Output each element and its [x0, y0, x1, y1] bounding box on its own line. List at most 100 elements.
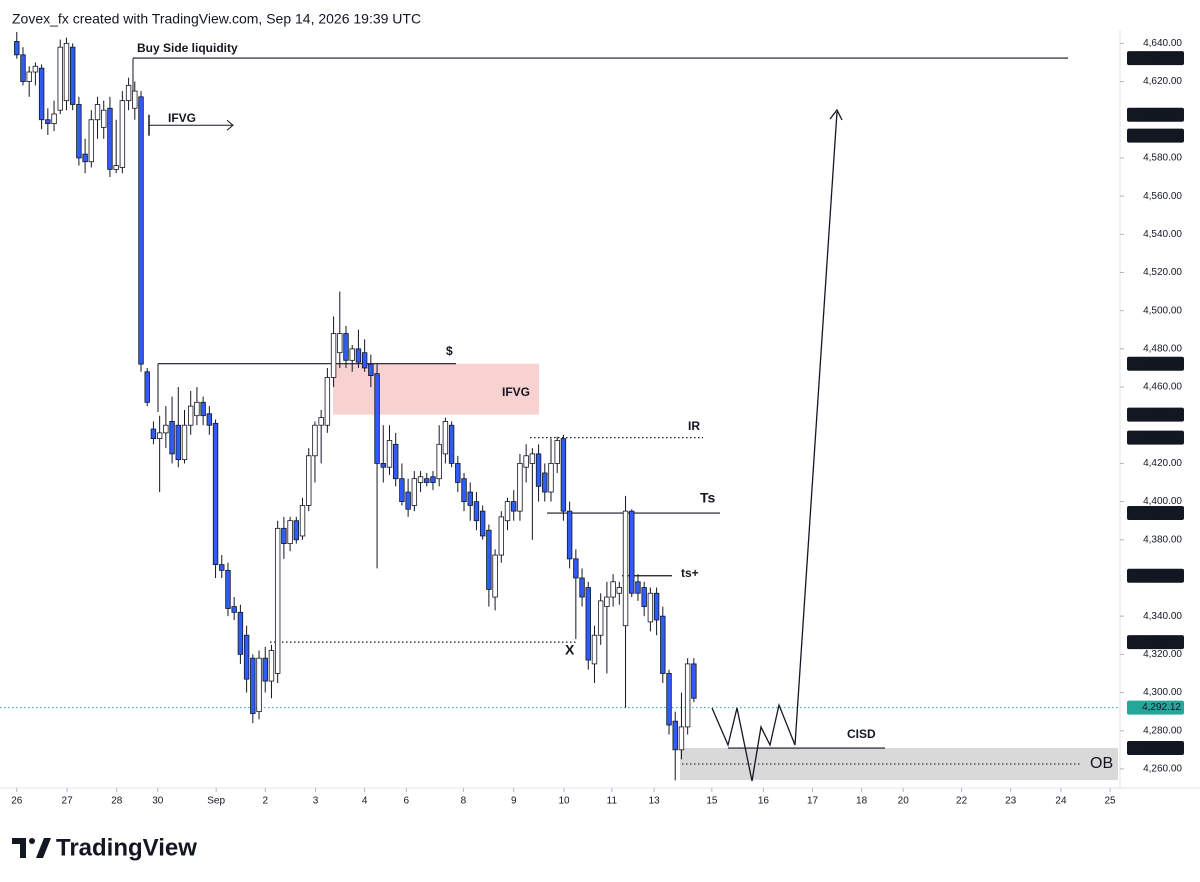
plot-area: [0, 30, 1120, 788]
candle-body: [374, 373, 380, 464]
candle-body: [94, 104, 101, 121]
candle-body: [45, 119, 51, 124]
candle-body: [430, 476, 436, 483]
y-tick-label: 4,500.00: [1143, 305, 1182, 316]
y-tick-label: 4,340.00: [1143, 611, 1182, 622]
candle-body: [597, 600, 604, 636]
candle-body: [486, 529, 492, 590]
annotation: Ts: [700, 490, 716, 506]
candle-body: [113, 165, 119, 170]
price-badge: [1127, 568, 1184, 583]
candle-body: [231, 606, 237, 613]
candle-body: [26, 71, 32, 82]
candle-body: [38, 67, 45, 121]
candle-body: [51, 113, 57, 124]
price-badge-label: 4,326.41: [1142, 637, 1181, 648]
candle-body: [262, 657, 268, 682]
candle-body: [467, 491, 473, 506]
candle-body: [355, 348, 362, 363]
price-badge: [1127, 506, 1184, 521]
candle-body: [69, 46, 76, 105]
price-badge: [1127, 356, 1184, 371]
candle-body: [299, 505, 306, 537]
candle-body: [641, 587, 647, 608]
candle-body: [411, 478, 418, 506]
candle-body: [479, 510, 486, 537]
candle-body: [76, 104, 82, 159]
candle-body: [188, 405, 194, 426]
y-tick-label: 4,640.00: [1143, 38, 1182, 49]
candle-body: [150, 428, 157, 439]
x-tick-label: 4: [362, 796, 368, 807]
price-badge-label: 4,270.93: [1142, 743, 1181, 754]
candle-body: [212, 422, 219, 566]
candle-body: [517, 463, 523, 512]
candle-body: [672, 720, 678, 751]
candle-body: [107, 107, 113, 170]
candle-body: [473, 501, 480, 522]
price-badge-label: 4,472.23: [1142, 358, 1181, 369]
candle-body: [492, 554, 498, 598]
x-tick-label: 13: [649, 796, 661, 807]
candle-body: [57, 46, 63, 111]
price-badge: [1127, 635, 1184, 650]
candle-body: [424, 478, 430, 483]
annotation: $: [446, 344, 453, 358]
x-tick-label: 9: [511, 796, 517, 807]
price-badge-label: 4,591.68: [1142, 130, 1181, 141]
y-tick-label: 4,320.00: [1143, 649, 1182, 660]
price-badge: [1127, 107, 1184, 122]
x-tick-label: 20: [898, 796, 910, 807]
candle-body: [132, 90, 138, 109]
candle-body: [32, 65, 39, 73]
candle-body: [88, 119, 95, 163]
y-tick-label: 4,380.00: [1143, 534, 1182, 545]
annotation: X: [565, 642, 575, 658]
candle-body: [535, 453, 542, 487]
x-tick-label: 23: [1005, 796, 1017, 807]
candle-body: [573, 558, 579, 579]
y-tick-label: 4,540.00: [1143, 229, 1182, 240]
candle-body: [156, 432, 163, 439]
price-badge-label: 4,361.17: [1142, 570, 1181, 581]
candle-body: [243, 634, 250, 680]
price-badge: [1127, 741, 1184, 756]
candle-body: [349, 348, 355, 361]
projection-arrowhead: [829, 108, 843, 121]
candle-body: [144, 371, 150, 403]
ifvg-arrowhead: [226, 119, 234, 131]
annotation: OB: [1090, 755, 1113, 772]
annotation: IFVG: [168, 111, 196, 125]
candle-body: [324, 377, 331, 426]
x-tick-label: 10: [558, 796, 570, 807]
candle-body: [566, 510, 573, 560]
candle-body: [361, 352, 368, 369]
candle-body: [225, 569, 231, 609]
candle-body: [523, 455, 529, 468]
candle-body: [119, 100, 126, 168]
candle-body: [343, 333, 349, 361]
candle-body: [318, 417, 324, 426]
candle-body: [653, 592, 660, 621]
candle-body: [498, 516, 504, 556]
logo: [12, 838, 51, 858]
candle-body: [392, 443, 399, 480]
y-tick-label: 4,620.00: [1143, 76, 1182, 87]
candle-body: [622, 510, 629, 627]
candle-body: [194, 401, 200, 417]
candle-body: [306, 455, 312, 506]
candle-body: [455, 463, 461, 483]
y-tick-label: 4,260.00: [1143, 764, 1182, 775]
candle-body: [504, 501, 511, 522]
x-tick-label: 6: [403, 796, 409, 807]
candle-body: [560, 438, 567, 512]
candle-body: [337, 333, 343, 354]
candle-body: [604, 596, 610, 608]
y-tick-label: 4,300.00: [1143, 687, 1182, 698]
price-badge: [1127, 430, 1184, 445]
price-badge: [1127, 128, 1184, 143]
x-tick-label: 26: [11, 796, 23, 807]
candle-body: [417, 476, 424, 483]
candle-body: [287, 520, 293, 545]
